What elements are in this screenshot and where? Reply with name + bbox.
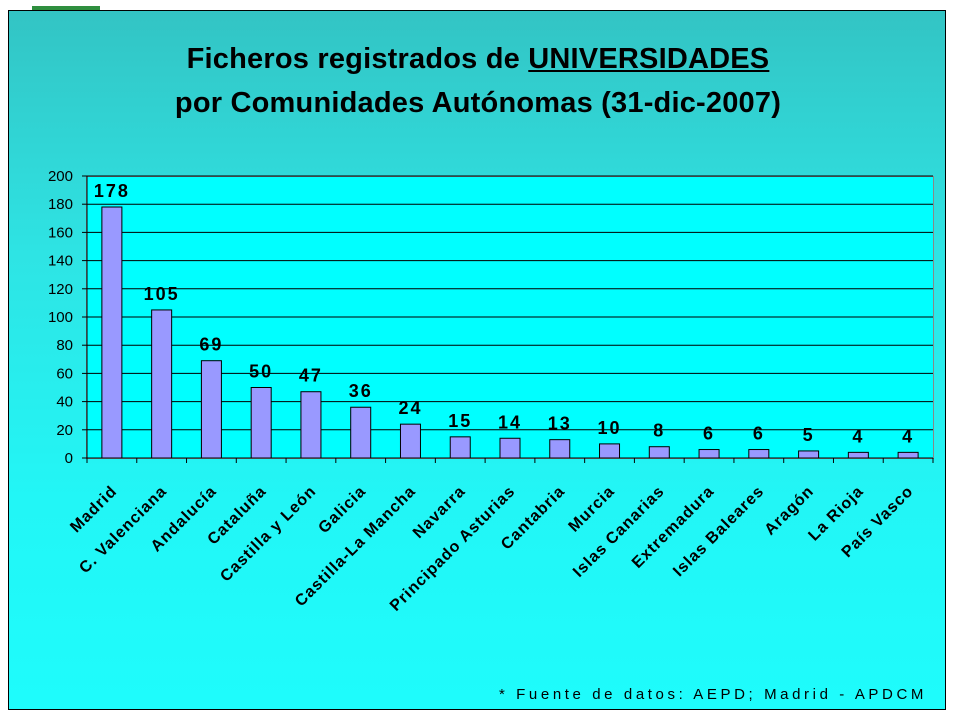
bar-5 [350,406,372,459]
y-tick-label-9: 180 [48,196,73,213]
y-tick-label-0: 0 [65,450,73,467]
data-label-3: 50 [249,362,273,382]
bar-13 [748,449,770,459]
y-tick-label-10: 200 [48,168,73,185]
data-label-15: 4 [852,426,864,446]
data-label-10: 10 [598,418,622,438]
y-tick-label-6: 120 [48,281,73,298]
bar-2 [200,360,222,459]
bar-0 [101,206,123,459]
y-tick-label-3: 60 [56,365,73,382]
category-label-13: Islas Baleares [670,483,767,580]
data-label-4: 47 [299,366,323,386]
title-prefix: Ficheros registrados de [186,43,529,75]
title-emphasis: UNIVERSIDADES [528,43,770,75]
data-label-11: 8 [653,421,665,441]
bar-12 [698,449,720,459]
data-label-16: 4 [902,426,914,446]
bar-16 [897,451,919,459]
y-tick-label-2: 40 [56,394,73,411]
data-label-6: 24 [398,398,422,418]
title-line-1: Ficheros registrados de UNIVERSIDADES [9,37,947,81]
bar-3 [250,387,272,459]
y-tick-label-8: 160 [48,224,73,241]
chart-title: Ficheros registrados de UNIVERSIDADES po… [9,37,947,125]
data-label-12: 6 [703,424,715,444]
data-label-8: 14 [498,412,522,432]
title-line-2: por Comunidades Autónomas (31-dic-2007) [174,87,782,119]
bar-7 [449,436,471,459]
data-label-7: 15 [448,411,472,431]
category-label-11: Islas Canarias [570,483,668,581]
bar-4 [300,391,322,459]
bar-10 [599,443,621,459]
category-label-1: C. Valenciana [76,483,170,577]
data-label-0: 178 [94,181,130,201]
y-tick-label-7: 140 [48,253,73,270]
bar-9 [549,439,571,459]
bar-14 [798,450,820,459]
data-label-1: 105 [144,284,180,304]
bar-11 [648,446,670,459]
data-label-5: 36 [349,381,373,401]
source-note: * Fuente de datos: AEPD; Madrid - APDCM [498,686,927,703]
bar-8 [499,437,521,459]
bar-1 [151,309,173,459]
data-label-13: 6 [753,424,765,444]
data-label-14: 5 [803,425,815,445]
y-tick-label-1: 20 [56,422,73,439]
data-label-2: 69 [199,335,223,355]
category-label-4: Castilla y León [217,483,319,585]
y-tick-label-5: 100 [48,309,73,326]
y-tick-label-4: 80 [56,337,73,354]
bar-15 [847,451,869,459]
data-label-9: 13 [548,414,572,434]
bar-6 [399,423,421,459]
